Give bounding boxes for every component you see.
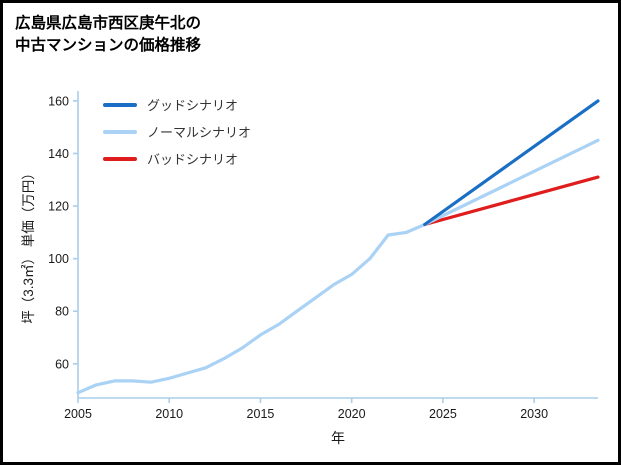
legend-item-good: グッドシナリオ: [103, 91, 251, 118]
legend-label-bad: バッドシナリオ: [147, 152, 239, 167]
svg-text:100: 100: [48, 252, 69, 266]
svg-text:2010: 2010: [155, 407, 183, 421]
svg-text:2030: 2030: [520, 407, 548, 421]
svg-text:2005: 2005: [64, 407, 92, 421]
svg-text:2020: 2020: [338, 407, 366, 421]
legend-swatch-bad: [103, 156, 137, 161]
svg-text:160: 160: [48, 94, 69, 108]
legend-swatch-normal: [103, 129, 137, 134]
svg-text:140: 140: [48, 147, 69, 161]
legend-item-normal: ノーマルシナリオ: [103, 118, 251, 145]
chart-title: 広島県広島市西区庚午北の 中古マンションの価格推移: [15, 13, 201, 58]
legend-swatch-good: [103, 102, 137, 107]
svg-text:120: 120: [48, 200, 69, 214]
svg-text:80: 80: [55, 305, 69, 319]
price-trend-line-chart: 2005 2010 2015 2020 2025 2030 60 80 100 120 140 160: [48, 91, 600, 421]
legend-label-normal: ノーマルシナリオ: [147, 125, 252, 140]
svg-text:2015: 2015: [247, 407, 275, 421]
x-axis-label: 年: [331, 430, 345, 446]
legend-label-good: グッドシナリオ: [147, 98, 239, 113]
svg-text:60: 60: [55, 357, 69, 371]
legend: グッドシナリオ ノーマルシナリオ バッドシナリオ: [103, 91, 251, 172]
legend-item-bad: バッドシナリオ: [103, 145, 251, 172]
chart-title-line2: 中古マンションの価格推移: [15, 37, 202, 55]
svg-text:2025: 2025: [429, 407, 457, 421]
y-axis-label: 坪（3.3㎡） 単価（万円）: [21, 166, 36, 324]
chart-title-line1: 広島県広島市西区庚午北の: [15, 15, 202, 32]
